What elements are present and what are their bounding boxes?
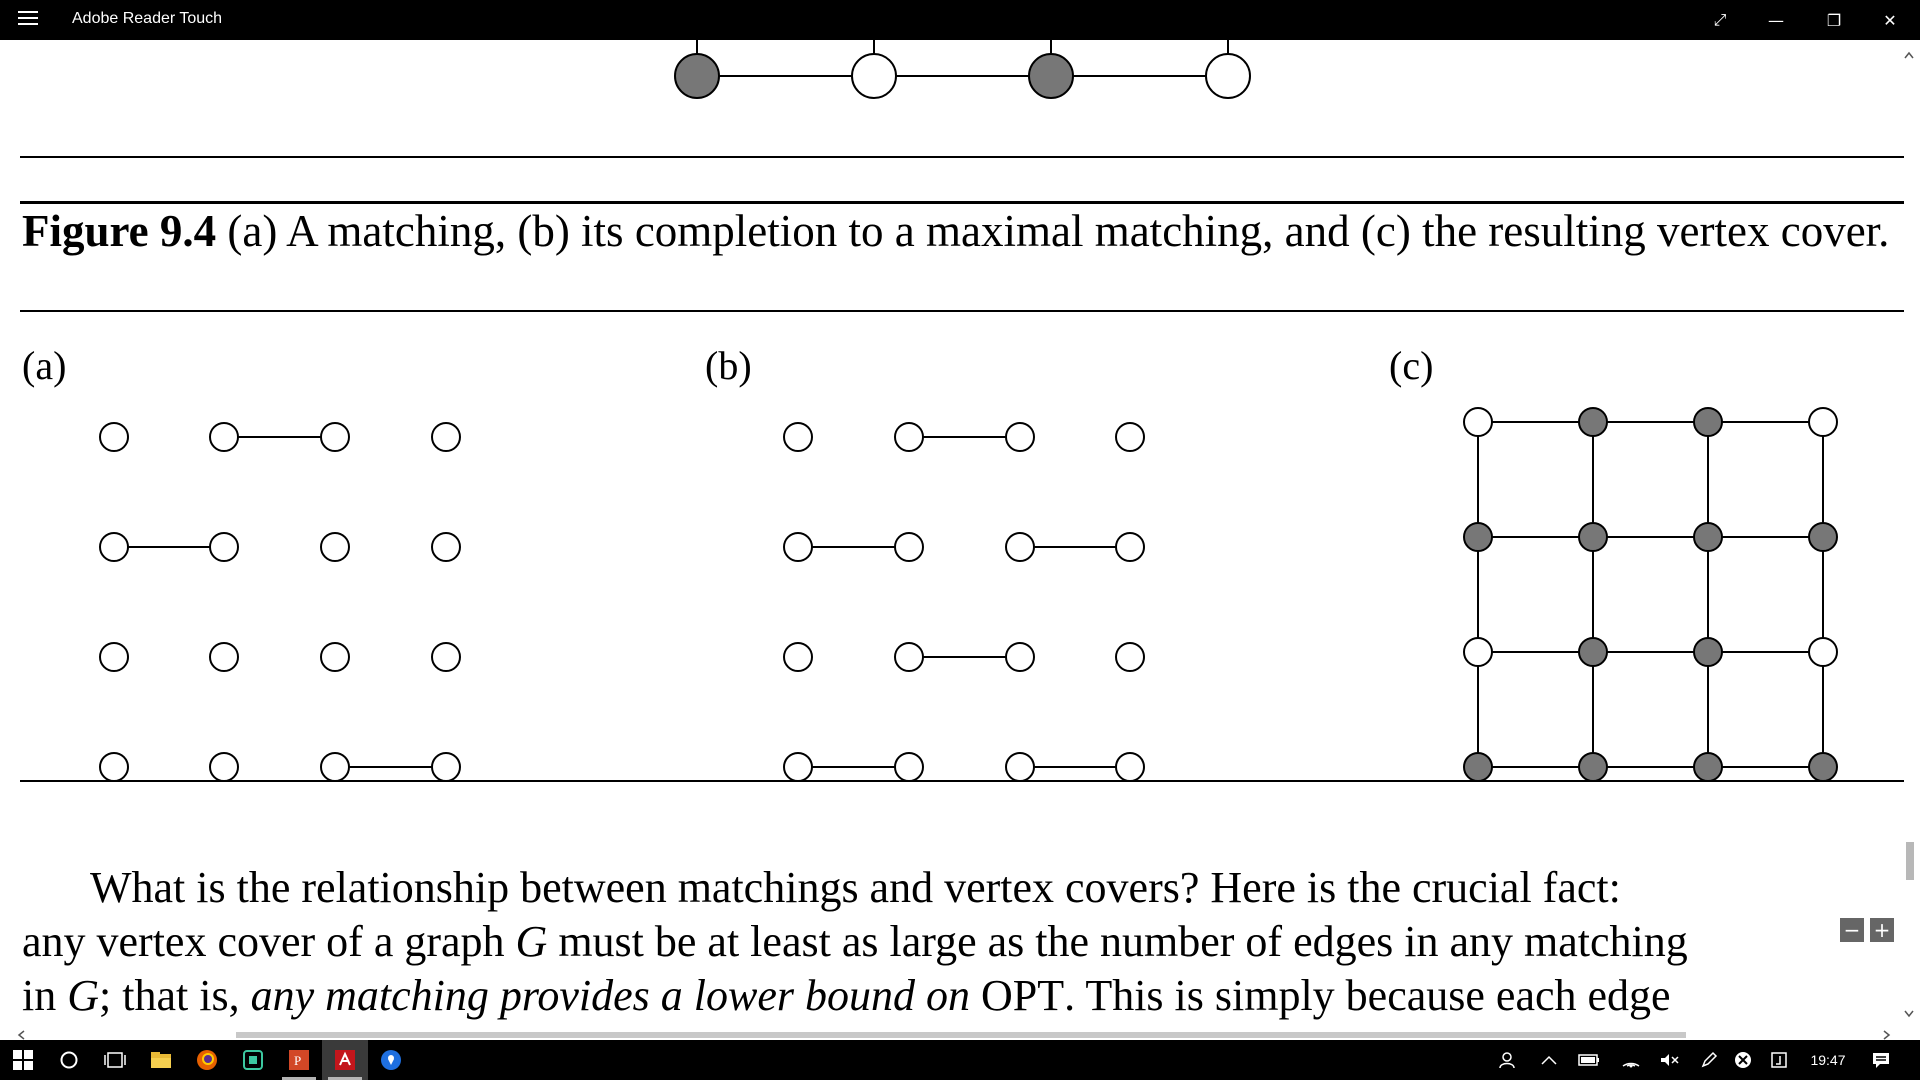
chevron-up-icon[interactable] bbox=[1530, 1040, 1568, 1080]
panel-label-c: (c) bbox=[1389, 343, 1434, 388]
graph-b bbox=[783, 422, 1145, 782]
title-bar: Adobe Reader Touch ⤢ — ❐ ✕ bbox=[0, 0, 1920, 40]
scroll-thumb bbox=[236, 1032, 1686, 1038]
scroll-thumb bbox=[1906, 842, 1914, 880]
maps-icon[interactable] bbox=[368, 1040, 414, 1080]
emphasis-text: any matching provides a lower bound on bbox=[250, 971, 970, 1020]
battery-icon[interactable] bbox=[1570, 1040, 1608, 1080]
fullscreen-button[interactable]: ⤢ bbox=[1713, 10, 1727, 29]
window-title: Adobe Reader Touch bbox=[72, 10, 223, 27]
math-G: G bbox=[515, 917, 548, 966]
graph-c bbox=[1463, 407, 1838, 782]
file-explorer-icon[interactable] bbox=[138, 1040, 184, 1080]
opt-text: OPT bbox=[969, 971, 1065, 1020]
vertex-filled bbox=[1028, 53, 1074, 99]
input-indicator-icon[interactable] bbox=[1760, 1040, 1798, 1080]
figure-bottom-rule bbox=[20, 780, 1904, 782]
people-icon[interactable] bbox=[1488, 1040, 1526, 1080]
figure-label: Figure 9.4 bbox=[22, 206, 217, 256]
figure-graphs bbox=[99, 407, 1838, 782]
green-app-icon[interactable] bbox=[230, 1040, 276, 1080]
svg-text:P: P bbox=[294, 1053, 301, 1068]
scroll-up-icon bbox=[1904, 51, 1914, 59]
vertex-empty bbox=[1205, 53, 1251, 99]
caption-bottom-rule bbox=[20, 310, 1904, 312]
math-G: G bbox=[67, 971, 100, 1020]
zoom-out-button[interactable]: − bbox=[1840, 918, 1864, 942]
network-error-icon[interactable] bbox=[1724, 1040, 1762, 1080]
zoom-in-button[interactable]: + bbox=[1870, 918, 1894, 942]
panel-label-a: (a) bbox=[22, 343, 67, 388]
powerpoint-icon[interactable]: P bbox=[276, 1040, 322, 1080]
minimize-button[interactable]: — bbox=[1768, 10, 1784, 30]
volume-muted-icon[interactable] bbox=[1650, 1040, 1688, 1080]
task-view-icon[interactable] bbox=[92, 1040, 138, 1080]
clock-text[interactable]: 19:47 bbox=[1810, 1052, 1846, 1068]
figure-caption: Figure 9.4 (a) A matching, (b) its compl… bbox=[22, 203, 1907, 259]
graph-a bbox=[99, 422, 461, 782]
previous-figure-graph bbox=[674, 40, 1251, 99]
scroll-left-icon bbox=[17, 1030, 25, 1040]
figure-caption-text: (a) A matching, (b) its completion to a … bbox=[227, 206, 1890, 256]
vertex-empty bbox=[851, 53, 897, 99]
horizontal-scrollbar[interactable] bbox=[16, 1030, 1896, 1040]
pen-icon[interactable] bbox=[1690, 1040, 1728, 1080]
text-run: any vertex cover of a graph bbox=[22, 917, 516, 966]
paragraph-line-3: in G; that is, any matching provides a l… bbox=[22, 970, 1904, 1021]
adobe-reader-icon[interactable] bbox=[322, 1040, 368, 1080]
scroll-down-icon bbox=[1904, 1010, 1914, 1018]
vertex-filled bbox=[674, 53, 720, 99]
wifi-icon[interactable] bbox=[1612, 1040, 1650, 1080]
action-center-icon[interactable] bbox=[1862, 1040, 1900, 1080]
scroll-right-icon bbox=[1883, 1030, 1891, 1040]
firefox-icon[interactable] bbox=[184, 1040, 230, 1080]
text-run: . This is simply because each edge bbox=[1064, 971, 1671, 1020]
paragraph-line-2: any vertex cover of a graph G must be at… bbox=[22, 916, 1904, 967]
text-run: must be at least as large as the number … bbox=[547, 917, 1688, 966]
text-run: ; that is, bbox=[99, 971, 251, 1020]
document-page[interactable]: Figure 9.4 (a) A matching, (b) its compl… bbox=[4, 40, 1916, 1040]
paragraph-line-1: What is the relationship between matchin… bbox=[90, 863, 1621, 912]
vertical-scrollbar[interactable] bbox=[1902, 46, 1916, 1036]
taskbar: P 19:47 bbox=[0, 1040, 1920, 1080]
hamburger-menu-icon[interactable] bbox=[18, 11, 38, 29]
search-icon[interactable] bbox=[46, 1040, 92, 1080]
panel-label-b: (b) bbox=[705, 343, 752, 388]
text-run: in bbox=[22, 971, 68, 1020]
restore-button[interactable]: ❐ bbox=[1826, 10, 1842, 30]
close-button[interactable]: ✕ bbox=[1883, 10, 1897, 30]
windows-start-icon[interactable] bbox=[0, 1040, 46, 1080]
caption-top-rule bbox=[20, 201, 1904, 204]
divider-rule bbox=[20, 156, 1904, 158]
